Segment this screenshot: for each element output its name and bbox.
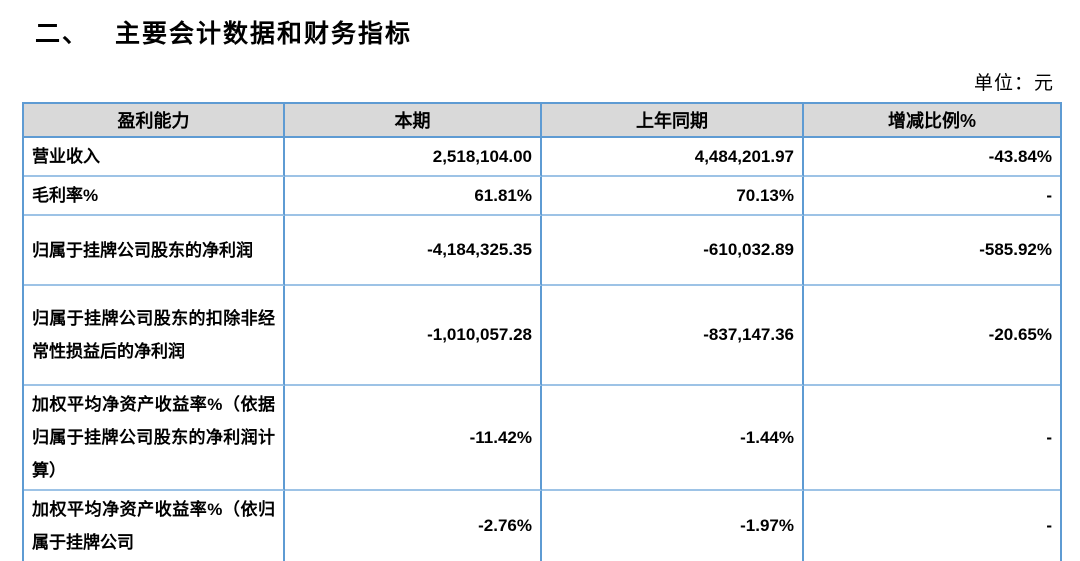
current-period-value: -4,184,325.35 bbox=[285, 216, 542, 286]
table-row-net-profit-attributable: 归属于挂牌公司股东的净利润 -4,184,325.35 -610,032.89 … bbox=[24, 216, 1060, 286]
change-ratio-value: - bbox=[1046, 516, 1052, 535]
metric-label: 加权平均净资产收益率%（依据归属于挂牌公司股东的净利润计算） bbox=[24, 386, 285, 491]
section-title: 二、 主要会计数据和财务指标 bbox=[35, 14, 412, 50]
change-ratio-value: - bbox=[804, 177, 1060, 216]
metric-label: 加权平均净资产收益率%（依归属于挂牌公司 bbox=[24, 491, 285, 561]
col-header-profitability: 盈利能力 bbox=[24, 104, 285, 138]
change-ratio-value: -43.84% bbox=[804, 138, 1060, 177]
current-period-value: -2.76% bbox=[285, 491, 542, 561]
current-period-value: -11.42% bbox=[285, 386, 542, 491]
section-heading: 主要会计数据和财务指标 bbox=[115, 20, 413, 48]
prior-period-value: -1.97% bbox=[542, 491, 804, 561]
prior-period-value: -837,147.36 bbox=[542, 286, 804, 386]
col-header-change-ratio: 增减比例% bbox=[804, 104, 1060, 138]
unit-note: 单位：元 bbox=[973, 73, 1054, 94]
change-ratio-value: -20.65% bbox=[804, 286, 1060, 386]
metric-label: 归属于挂牌公司股东的净利润 bbox=[24, 216, 285, 286]
prior-period-value: -1.44% bbox=[542, 386, 804, 491]
table-row-weighted-avg-roe-truncated: 加权平均净资产收益率%（依归属于挂牌公司 -2.76% -1.97% - bbox=[24, 491, 1060, 561]
table-row-net-profit-excl-nonrecurring: 归属于挂牌公司股东的扣除非经常性损益后的净利润 -1,010,057.28 -8… bbox=[24, 286, 1060, 386]
change-ratio-value: -585.92% bbox=[804, 216, 1060, 286]
table-row-gross-margin: 毛利率% 61.81% 70.13% - bbox=[24, 177, 1060, 216]
prior-period-value: 70.13% bbox=[542, 177, 804, 216]
table-header-row: 盈利能力 本期 上年同期 增减比例% bbox=[24, 104, 1060, 138]
metric-label: 毛利率% bbox=[24, 177, 285, 216]
current-period-value: -1,010,057.28 bbox=[285, 286, 542, 386]
metric-label: 归属于挂牌公司股东的扣除非经常性损益后的净利润 bbox=[24, 286, 285, 386]
col-header-prior-period: 上年同期 bbox=[542, 104, 804, 138]
prior-period-value: -610,032.89 bbox=[542, 216, 804, 286]
current-period-value: 2,518,104.00 bbox=[285, 138, 542, 177]
current-period-value: 61.81% bbox=[285, 177, 542, 216]
metric-label: 营业收入 bbox=[24, 138, 285, 177]
col-header-current-period: 本期 bbox=[285, 104, 542, 138]
table-row-weighted-avg-roe-net-profit: 加权平均净资产收益率%（依据归属于挂牌公司股东的净利润计算） -11.42% -… bbox=[24, 386, 1060, 491]
prior-period-value: 4,484,201.97 bbox=[542, 138, 804, 177]
table-row-operating-revenue: 营业收入 2,518,104.00 4,484,201.97 -43.84% bbox=[24, 138, 1060, 177]
financial-indicators-table: 盈利能力 本期 上年同期 增减比例% 营业收入 2,518,104.00 4,4… bbox=[22, 102, 1062, 561]
change-ratio-value: - bbox=[804, 386, 1060, 491]
section-number: 二、 bbox=[35, 20, 90, 48]
